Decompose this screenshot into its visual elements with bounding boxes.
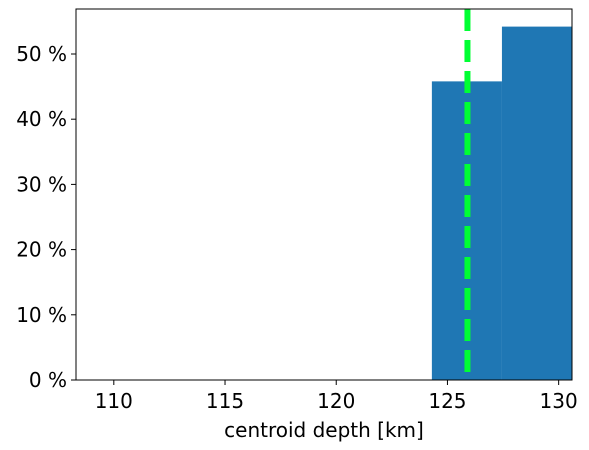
x-tick-label: 130 (540, 389, 578, 413)
y-tick-label: 10 % (16, 303, 67, 327)
bars (431, 26, 572, 381)
y-tick-label: 40 % (16, 107, 67, 131)
plot-frame (75, 8, 573, 381)
x-tick-label: 125 (428, 389, 466, 413)
histogram-bar-2 (501, 26, 572, 381)
y-tick-label: 50 % (16, 42, 67, 66)
x-tick-label: 115 (206, 389, 244, 413)
y-axis: 0 % 10 % 20 % 30 % 40 % 50 % (16, 42, 76, 392)
x-tick-label: 120 (317, 389, 355, 413)
y-tick-label: 20 % (16, 238, 67, 262)
x-axis: 110 115 120 125 130 (95, 380, 578, 413)
x-axis-label: centroid depth [km] (224, 418, 424, 442)
y-tick-label: 0 % (29, 368, 67, 392)
x-tick-label: 110 (95, 389, 133, 413)
y-tick-label: 30 % (16, 172, 67, 196)
